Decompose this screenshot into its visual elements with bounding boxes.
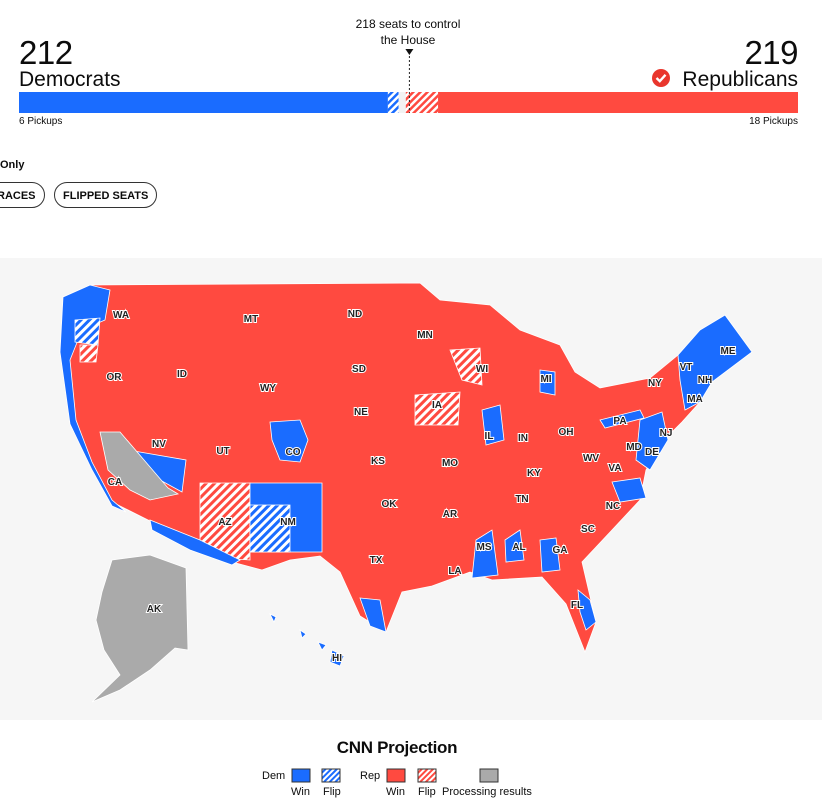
legend-label: Win	[386, 786, 405, 798]
state-label: CO	[286, 447, 301, 458]
state-label: NY	[648, 378, 662, 389]
bar-segment	[438, 92, 798, 113]
state-label: KY	[527, 468, 541, 479]
state-label: SC	[581, 524, 595, 535]
state-label: AR	[443, 509, 458, 520]
state-label: KS	[371, 456, 385, 467]
state-label: NH	[698, 375, 712, 386]
state-label: UT	[216, 446, 229, 457]
state-label: WY	[260, 383, 276, 394]
dem-name: Democrats	[19, 68, 121, 91]
state-label: VA	[608, 463, 621, 474]
dem-seats: 212	[19, 34, 73, 71]
legend-label: Processing results	[442, 786, 532, 798]
state-label: DE	[645, 447, 659, 458]
state-label: LA	[448, 566, 461, 577]
bar-segment	[19, 92, 388, 113]
legend-dem: Dem	[262, 770, 286, 782]
legend-label: Win	[291, 786, 310, 798]
state-label: MO	[442, 458, 458, 469]
state-label: SD	[352, 364, 366, 375]
bar-segment	[405, 92, 439, 113]
state-label: OK	[382, 499, 398, 510]
state-label: WI	[476, 364, 488, 375]
state-label: MS	[477, 542, 492, 553]
state-label: TX	[370, 555, 383, 566]
state-label: ID	[177, 369, 187, 380]
state-label: TN	[515, 494, 528, 505]
seat-bar	[19, 49, 798, 113]
state-label: NE	[354, 407, 368, 418]
state-label: AZ	[218, 517, 231, 528]
state-label: MI	[540, 374, 551, 385]
state-label: NJ	[660, 428, 673, 439]
state-label: OR	[107, 372, 123, 383]
state-label: IA	[432, 400, 442, 411]
legend-title: CNN Projection	[336, 738, 458, 757]
state-label: MA	[687, 394, 703, 405]
state-label: GA	[553, 545, 568, 556]
bar-segment	[398, 92, 406, 113]
state-label: AK	[147, 604, 162, 615]
state-label: VT	[680, 362, 693, 373]
filter-label: Only	[0, 159, 25, 171]
state-label: NV	[152, 439, 166, 450]
filter-button[interactable]: RACES	[0, 182, 45, 208]
rep-seats: 219	[744, 34, 798, 71]
state-label: ME	[721, 346, 736, 357]
state-label: CA	[108, 477, 122, 488]
state-label: MD	[626, 442, 642, 453]
us-map: WA MT ND MN OR ID WY SD WI MI NY VT NH ME MA NV UT CO NE IA…	[0, 258, 822, 720]
control-marker	[405, 49, 414, 55]
state-label: IL	[485, 431, 494, 442]
state-label: NM	[280, 517, 296, 528]
legend-swatches	[291, 768, 499, 783]
state-label: ND	[348, 309, 362, 320]
dem-pickups: 6 Pickups	[19, 116, 63, 127]
control-label: 218 seats to control the House	[355, 17, 461, 47]
state-label: IN	[518, 433, 528, 444]
winner-check	[652, 69, 670, 87]
state-label: NC	[606, 501, 620, 512]
state-label: MN	[417, 330, 433, 341]
state-label: OH	[559, 427, 574, 438]
legend-rep: Rep	[360, 770, 381, 782]
state-label: MT	[244, 314, 258, 325]
state-label: AL	[512, 542, 525, 553]
state-label: HI	[332, 653, 342, 664]
state-label: PA	[613, 416, 626, 427]
legend-label: Flip	[418, 786, 436, 798]
state-label: FL	[571, 600, 583, 611]
legend-label: Flip	[323, 786, 341, 798]
filter-button[interactable]: FLIPPED SEATS	[54, 182, 158, 208]
state-label: WA	[113, 310, 129, 321]
rep-pickups: 18 Pickups	[749, 116, 798, 127]
rep-name: Republicans	[682, 68, 798, 91]
state-label: WV	[583, 453, 599, 464]
bar-segment	[387, 92, 399, 113]
